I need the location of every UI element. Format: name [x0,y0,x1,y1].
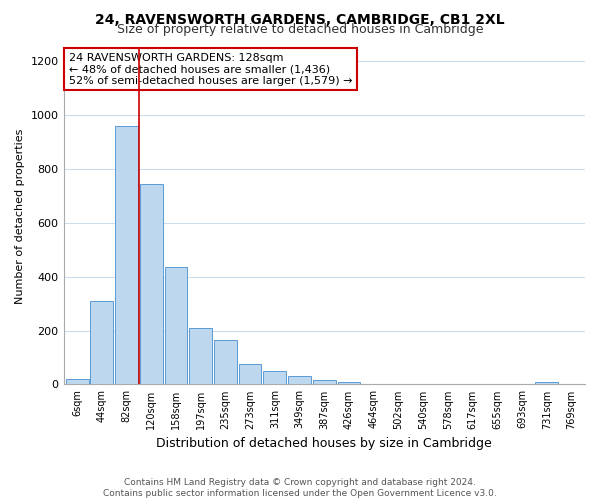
Text: 24 RAVENSWORTH GARDENS: 128sqm
← 48% of detached houses are smaller (1,436)
52% : 24 RAVENSWORTH GARDENS: 128sqm ← 48% of … [69,52,352,86]
Bar [288,376,311,384]
Text: Size of property relative to detached houses in Cambridge: Size of property relative to detached ho… [117,22,483,36]
Bar [91,301,113,384]
Bar [115,126,138,384]
Bar [239,364,262,384]
Bar [214,340,237,384]
Bar [66,379,89,384]
X-axis label: Distribution of detached houses by size in Cambridge: Distribution of detached houses by size … [157,437,492,450]
Bar [263,372,286,384]
Bar [338,382,361,384]
Text: 24, RAVENSWORTH GARDENS, CAMBRIDGE, CB1 2XL: 24, RAVENSWORTH GARDENS, CAMBRIDGE, CB1 … [95,12,505,26]
Text: Contains HM Land Registry data © Crown copyright and database right 2024.
Contai: Contains HM Land Registry data © Crown c… [103,478,497,498]
Bar [164,267,187,384]
Bar [535,382,558,384]
Y-axis label: Number of detached properties: Number of detached properties [15,128,25,304]
Bar [190,328,212,384]
Bar [140,184,163,384]
Bar [313,380,335,384]
